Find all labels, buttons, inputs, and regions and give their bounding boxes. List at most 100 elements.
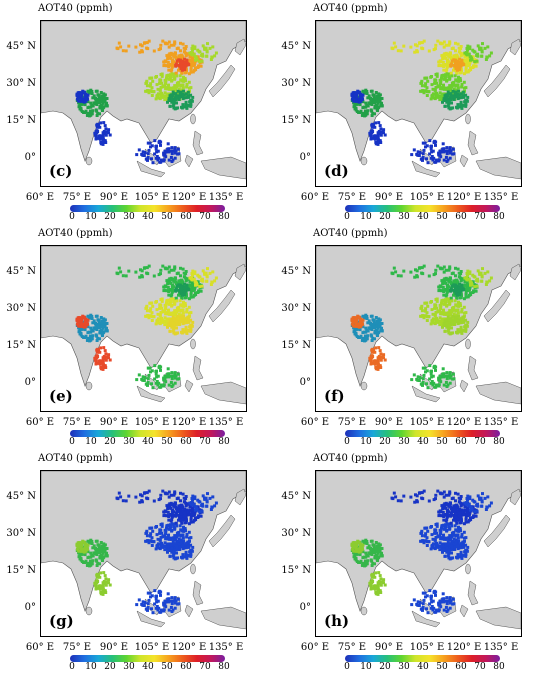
latitude-label: 45° N	[281, 491, 311, 502]
colorbar-tick-label: 60	[180, 662, 192, 672]
colorbar-tick-label: 30	[398, 662, 410, 672]
colorbar-tick-label: 60	[455, 212, 467, 222]
colorbar-tick-label: 80	[218, 662, 230, 672]
longitude-label: 60° E	[300, 417, 330, 428]
longitude-label: 135° E	[483, 417, 519, 428]
longitude-label: 120° E	[446, 192, 482, 203]
colorbar-tick-label: 0	[69, 212, 75, 222]
longitude-label: 135° E	[483, 642, 519, 653]
longitude-label: 105° E	[134, 417, 170, 428]
colorbar	[345, 655, 500, 662]
latitude-label: 15° N	[6, 565, 36, 576]
panel-letter: (f)	[321, 387, 348, 405]
panel-title: AOT40 (ppmh)	[313, 3, 388, 14]
longitude-label: 75° E	[62, 192, 92, 203]
longitude-label: 60° E	[300, 642, 330, 653]
longitude-label: 105° E	[409, 417, 445, 428]
colorbar-tick-label: 0	[69, 662, 75, 672]
colorbar-tick-label: 20	[379, 662, 391, 672]
colorbar-tick-label: 30	[123, 212, 135, 222]
longitude-label: 75° E	[337, 417, 367, 428]
colorbar-tick-label: 60	[180, 212, 192, 222]
colorbar-tick-label: 40	[417, 212, 429, 222]
colorbar-tick-label: 10	[360, 437, 372, 447]
colorbar-tick-label: 30	[398, 212, 410, 222]
longitude-label: 135° E	[483, 192, 519, 203]
longitude-label: 90° E	[99, 417, 129, 428]
colorbar-tick-label: 30	[123, 437, 135, 447]
latitude-label: 0°	[299, 377, 311, 388]
colorbar-tick-label: 0	[344, 212, 350, 222]
latitude-label: 30° N	[6, 78, 36, 89]
colorbar-tick-label: 20	[104, 662, 116, 672]
longitude-label: 75° E	[62, 417, 92, 428]
colorbar-tick-label: 70	[474, 662, 486, 672]
longitude-label: 90° E	[99, 642, 129, 653]
latitude-label: 30° N	[281, 303, 311, 314]
panel-title: AOT40 (ppmh)	[313, 228, 388, 239]
panel-letter: (e)	[46, 387, 76, 405]
colorbar-tick-label: 80	[218, 212, 230, 222]
map-area: (c)	[40, 20, 247, 187]
map-area: (d)	[315, 20, 522, 187]
panel-letter: (g)	[46, 612, 77, 630]
colorbar-tick-label: 60	[455, 437, 467, 447]
map-area: (h)	[315, 470, 522, 637]
latitude-label: 0°	[299, 602, 311, 613]
colorbar-tick-label: 80	[493, 662, 505, 672]
colorbar-tick-label: 50	[161, 662, 173, 672]
longitude-label: 75° E	[337, 192, 367, 203]
latitude-label: 30° N	[6, 303, 36, 314]
panel-title: AOT40 (ppmh)	[38, 3, 113, 14]
map-area: (g)	[40, 470, 247, 637]
colorbar-tick-label: 20	[104, 212, 116, 222]
longitude-label: 135° E	[208, 642, 244, 653]
map-panel-e: AOT40 (ppmh) 45° N 30° N 15° N 0° (e) 60° E 75°…	[0, 225, 275, 450]
latitude-label: 0°	[24, 602, 36, 613]
colorbar-tick-label: 40	[417, 662, 429, 672]
latitude-label: 45° N	[6, 491, 36, 502]
colorbar-tick-label: 0	[344, 437, 350, 447]
longitude-label: 120° E	[171, 192, 207, 203]
colorbar-tick-label: 10	[85, 212, 97, 222]
colorbar-tick-label: 40	[142, 662, 154, 672]
longitude-label: 120° E	[171, 417, 207, 428]
panel-title: AOT40 (ppmh)	[38, 453, 113, 464]
colorbar-tick-label: 30	[398, 437, 410, 447]
longitude-label: 90° E	[374, 642, 404, 653]
longitude-label: 120° E	[446, 642, 482, 653]
longitude-label: 75° E	[337, 642, 367, 653]
map-panel-f: AOT40 (ppmh) 45° N 30° N 15° N 0° (f) 60° E 75°…	[275, 225, 550, 450]
map-panel-h: AOT40 (ppmh) 45° N 30° N 15° N 0° (h) 60° E 75°…	[275, 450, 550, 675]
colorbar-tick-label: 0	[69, 437, 75, 447]
latitude-label: 15° N	[281, 340, 311, 351]
map-panel-d: AOT40 (ppmh) 45° N 30° N 15° N 0° (d) 60° E 75°…	[275, 0, 550, 225]
longitude-label: 135° E	[208, 417, 244, 428]
colorbar-tick-label: 60	[180, 437, 192, 447]
longitude-label: 60° E	[25, 192, 55, 203]
latitude-label: 45° N	[6, 41, 36, 52]
latitude-label: 0°	[299, 152, 311, 163]
colorbar-tick-label: 70	[199, 212, 211, 222]
latitude-label: 30° N	[281, 528, 311, 539]
colorbar-tick-label: 50	[436, 212, 448, 222]
latitude-label: 30° N	[6, 528, 36, 539]
longitude-label: 75° E	[62, 642, 92, 653]
longitude-label: 105° E	[134, 642, 170, 653]
colorbar	[70, 655, 225, 662]
latitude-label: 45° N	[281, 266, 311, 277]
map-area: (e)	[40, 245, 247, 412]
longitude-label: 105° E	[409, 192, 445, 203]
colorbar-tick-label: 40	[417, 437, 429, 447]
longitude-label: 60° E	[25, 642, 55, 653]
colorbar-tick-label: 10	[85, 437, 97, 447]
panel-title: AOT40 (ppmh)	[313, 453, 388, 464]
longitude-label: 105° E	[409, 642, 445, 653]
colorbar-tick-label: 50	[436, 437, 448, 447]
map-panel-c: AOT40 (ppmh) 45° N 30° N 15° N 0° (c) 60° E 75°…	[0, 0, 275, 225]
colorbar-tick-label: 0	[344, 662, 350, 672]
colorbar	[70, 430, 225, 437]
longitude-label: 120° E	[446, 417, 482, 428]
colorbar	[345, 430, 500, 437]
latitude-label: 45° N	[281, 41, 311, 52]
